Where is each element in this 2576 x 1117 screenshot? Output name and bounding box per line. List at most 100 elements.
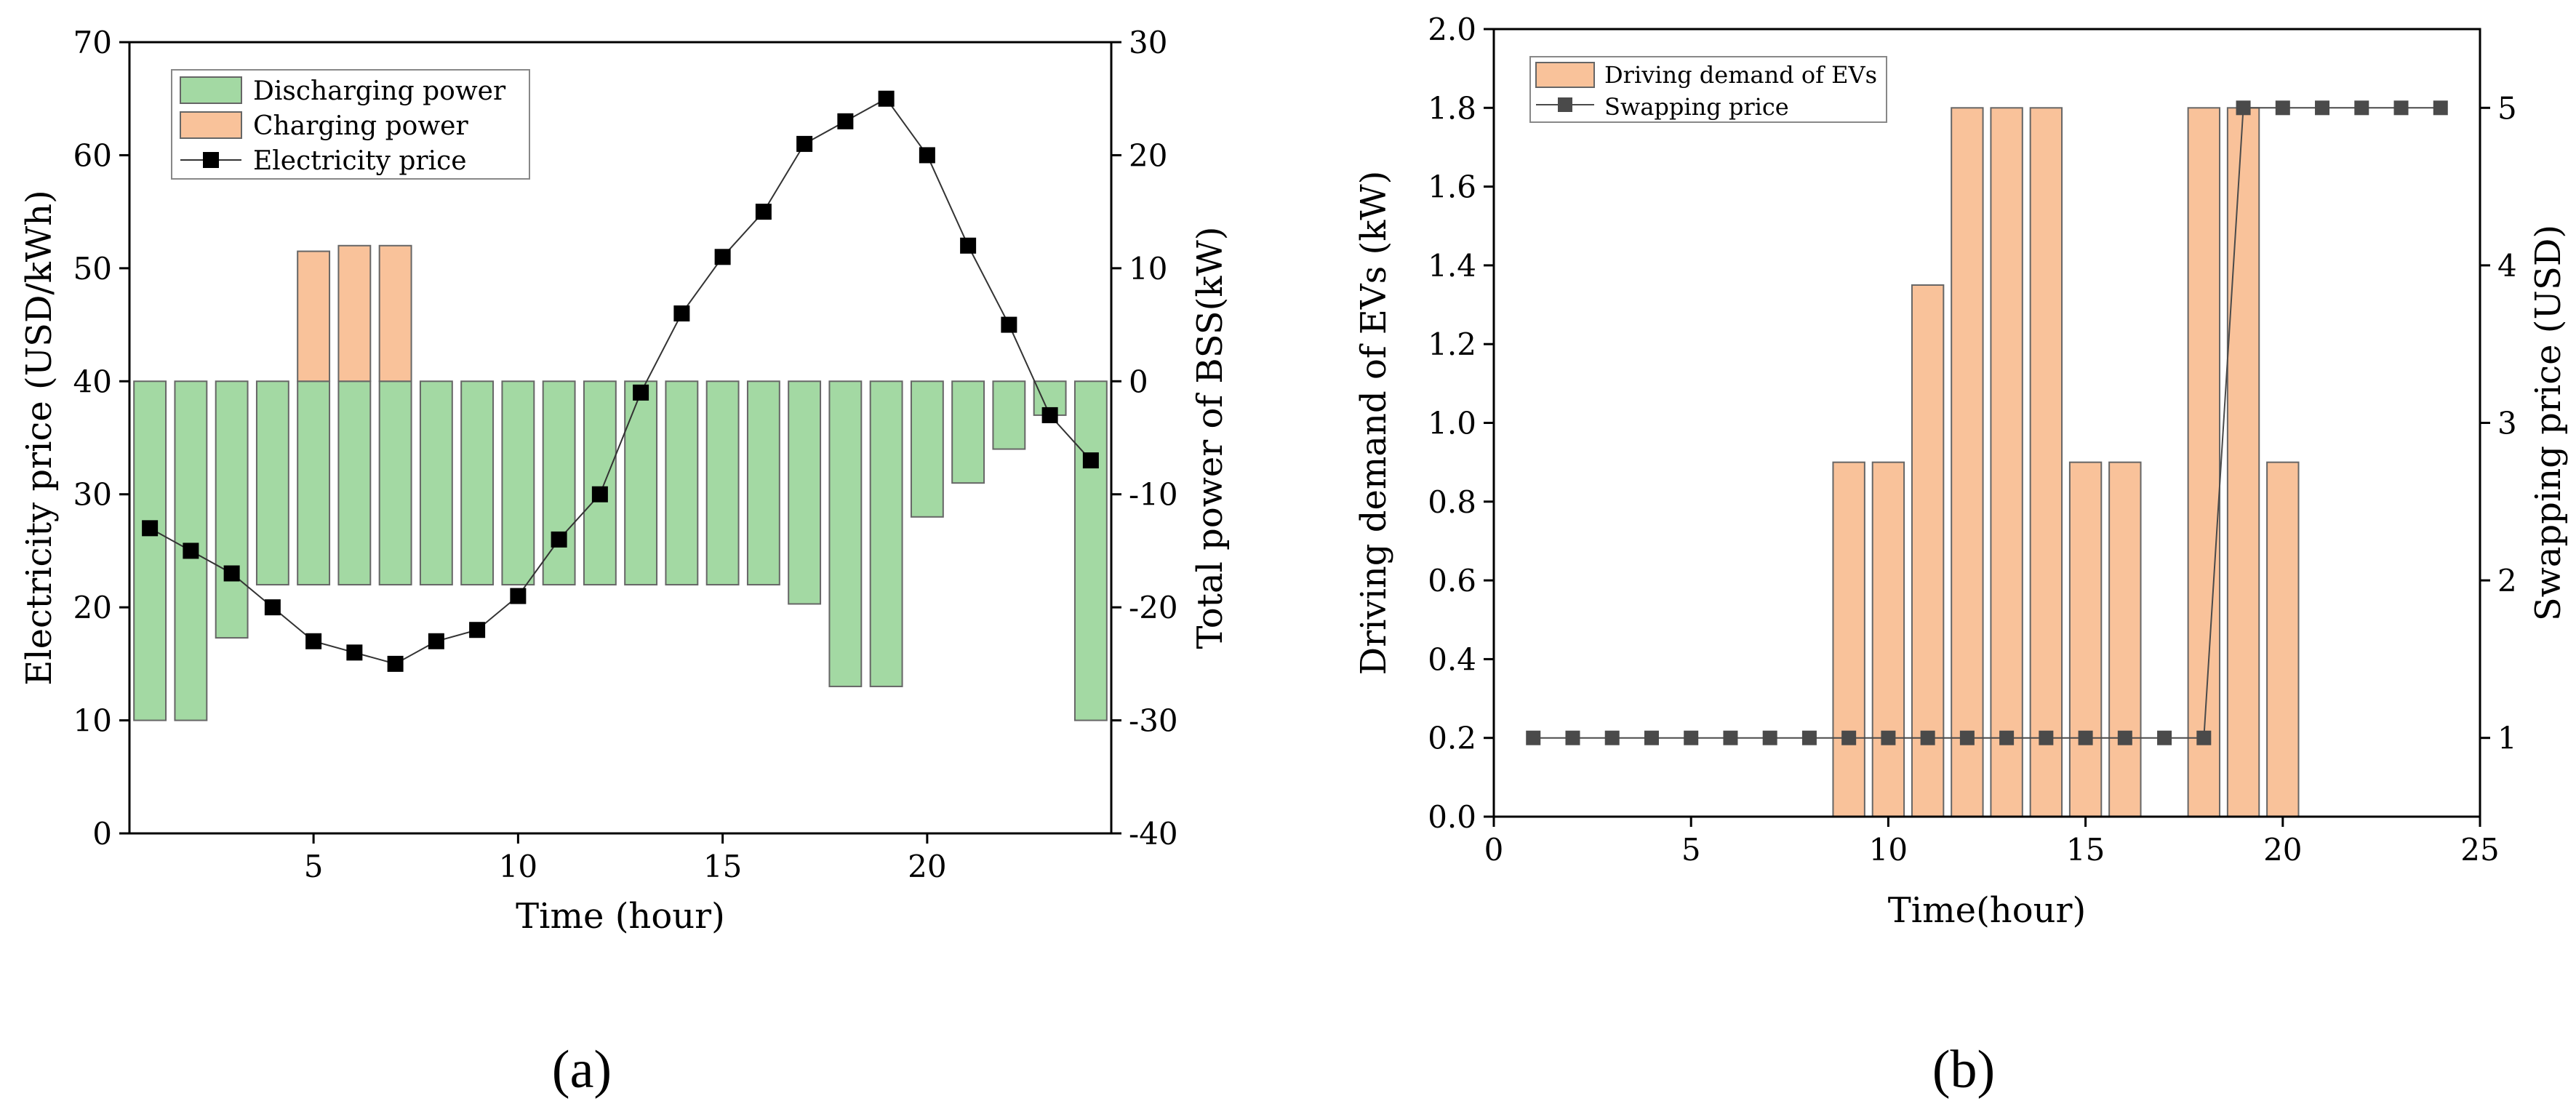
price-point (142, 520, 159, 537)
x-axis-label: Time(hour) (1888, 890, 2086, 931)
legend-label: Discharging power (253, 76, 506, 106)
swap-price-point (2315, 100, 2330, 116)
discharging-bar (665, 380, 699, 586)
discharging-bar (828, 380, 863, 687)
y-tick-label: 0.0 (1428, 799, 1476, 835)
y-axis-label: Driving demand of EVs (kW) (1353, 171, 1394, 676)
swap-price-point (1920, 730, 1935, 745)
y2-tick-label: -30 (1129, 703, 1178, 739)
x-tick-label: 25 (2460, 832, 2499, 868)
discharging-bar (746, 380, 780, 586)
discharging-bar (133, 380, 167, 721)
swap-price-point (2393, 100, 2409, 116)
y-tick-label: 50 (73, 251, 112, 287)
y-axis-label: Electricity price (USD/kWh) (19, 190, 60, 686)
y-tick-label: 0.2 (1428, 721, 1476, 756)
chart-a: 5 10 15 20 0 10 20 30 40 50 60 70 -40 -30 -20 -10 0 10 20 3… (19, 25, 1231, 937)
price-point (673, 305, 690, 322)
legend-label: Driving demand of EVs (1604, 61, 1877, 89)
y2-tick-label: 20 (1129, 137, 1167, 173)
discharging-bar (419, 380, 453, 586)
discharging-bar (869, 380, 903, 687)
demand-bar (2226, 107, 2260, 818)
swap-price-point (1604, 730, 1620, 745)
x-tick-label: 15 (2066, 832, 2105, 868)
y-tick-label: 10 (73, 703, 112, 739)
y2-tick-label: 3 (2497, 406, 2517, 441)
y-tick-label: 1.2 (1428, 327, 1476, 362)
discharging-bar (788, 380, 822, 605)
swap-price-point (2433, 100, 2448, 116)
y-tick-label: 30 (73, 477, 112, 513)
demand-bar (1871, 461, 1905, 818)
price-point (591, 486, 608, 503)
swap-price-point (2039, 730, 2054, 745)
price-point (960, 237, 977, 254)
y-tick-label: 0.6 (1428, 563, 1476, 598)
price-point (264, 599, 281, 616)
price-point (305, 633, 322, 649)
y2-tick-label: -40 (1129, 816, 1178, 852)
y-tick-label: 20 (73, 590, 112, 625)
swap-price-point (1526, 730, 1541, 745)
swap-price-line (1533, 107, 2441, 739)
price-point (714, 249, 731, 265)
price-point (510, 588, 527, 604)
price-point (183, 543, 199, 559)
price-point (919, 147, 935, 164)
y2-tick-label: 10 (1129, 251, 1167, 287)
price-point (387, 655, 404, 672)
discharging-bar (255, 380, 289, 586)
y-tick-label: 70 (73, 25, 112, 60)
demand-bar (2108, 461, 2142, 818)
price-point (346, 644, 363, 661)
legend-label: Charging power (253, 111, 468, 141)
charging-bar (297, 250, 331, 383)
swap-price-point (1881, 730, 1896, 745)
swap-price-point (1999, 730, 2015, 745)
demand-bar (1832, 461, 1865, 818)
legend-swatch-discharging (180, 76, 242, 104)
discharging-bar (1073, 380, 1108, 721)
swap-price-point (2196, 730, 2212, 745)
demand-bar (2187, 107, 2221, 818)
y-tick-label: 2.0 (1428, 12, 1476, 47)
legend-swatch-demand (1535, 62, 1595, 88)
discharging-bar (583, 380, 617, 586)
x-tick-label: 10 (1869, 832, 1908, 868)
swap-price-point (2236, 100, 2251, 116)
legend-marker-price (203, 152, 219, 168)
swap-price-point (1644, 730, 1659, 745)
y2-tick-label: 5 (2497, 90, 2517, 126)
x-tick-label: 20 (2263, 832, 2302, 868)
demand-bar (2068, 461, 2103, 818)
swap-price-point (1565, 730, 1580, 745)
discharging-bar (951, 380, 985, 484)
y-tick-label: 1.8 (1428, 90, 1476, 126)
y-tick-label: 0.4 (1428, 641, 1476, 677)
swap-price-point (1959, 730, 1975, 745)
price-point (469, 622, 486, 638)
legend-swatch-charging (180, 111, 242, 139)
y-tick-label: 0.8 (1428, 484, 1476, 520)
legend-label: Electricity price (253, 146, 467, 176)
x-tick-label: 15 (703, 849, 742, 884)
discharging-bar (337, 380, 372, 586)
charging-bar (337, 244, 372, 383)
discharging-bar (297, 380, 331, 586)
y2-tick-label: 2 (2497, 563, 2517, 598)
discharging-bar (542, 380, 576, 586)
swap-price-point (2078, 730, 2093, 745)
x-tick-label: 10 (499, 849, 537, 884)
price-point (878, 90, 895, 107)
y2-axis-label: Total power of BSS(kW) (1190, 226, 1231, 649)
x-tick-label: 0 (1484, 832, 1504, 868)
demand-bar (1990, 107, 2023, 818)
x-tick-label: 20 (908, 849, 946, 884)
x-tick-label: 5 (304, 849, 324, 884)
demand-bar (1911, 284, 1945, 818)
y-tick-label: 1.0 (1428, 406, 1476, 441)
price-point (223, 565, 240, 582)
legend-marker-swap (1558, 97, 1572, 112)
